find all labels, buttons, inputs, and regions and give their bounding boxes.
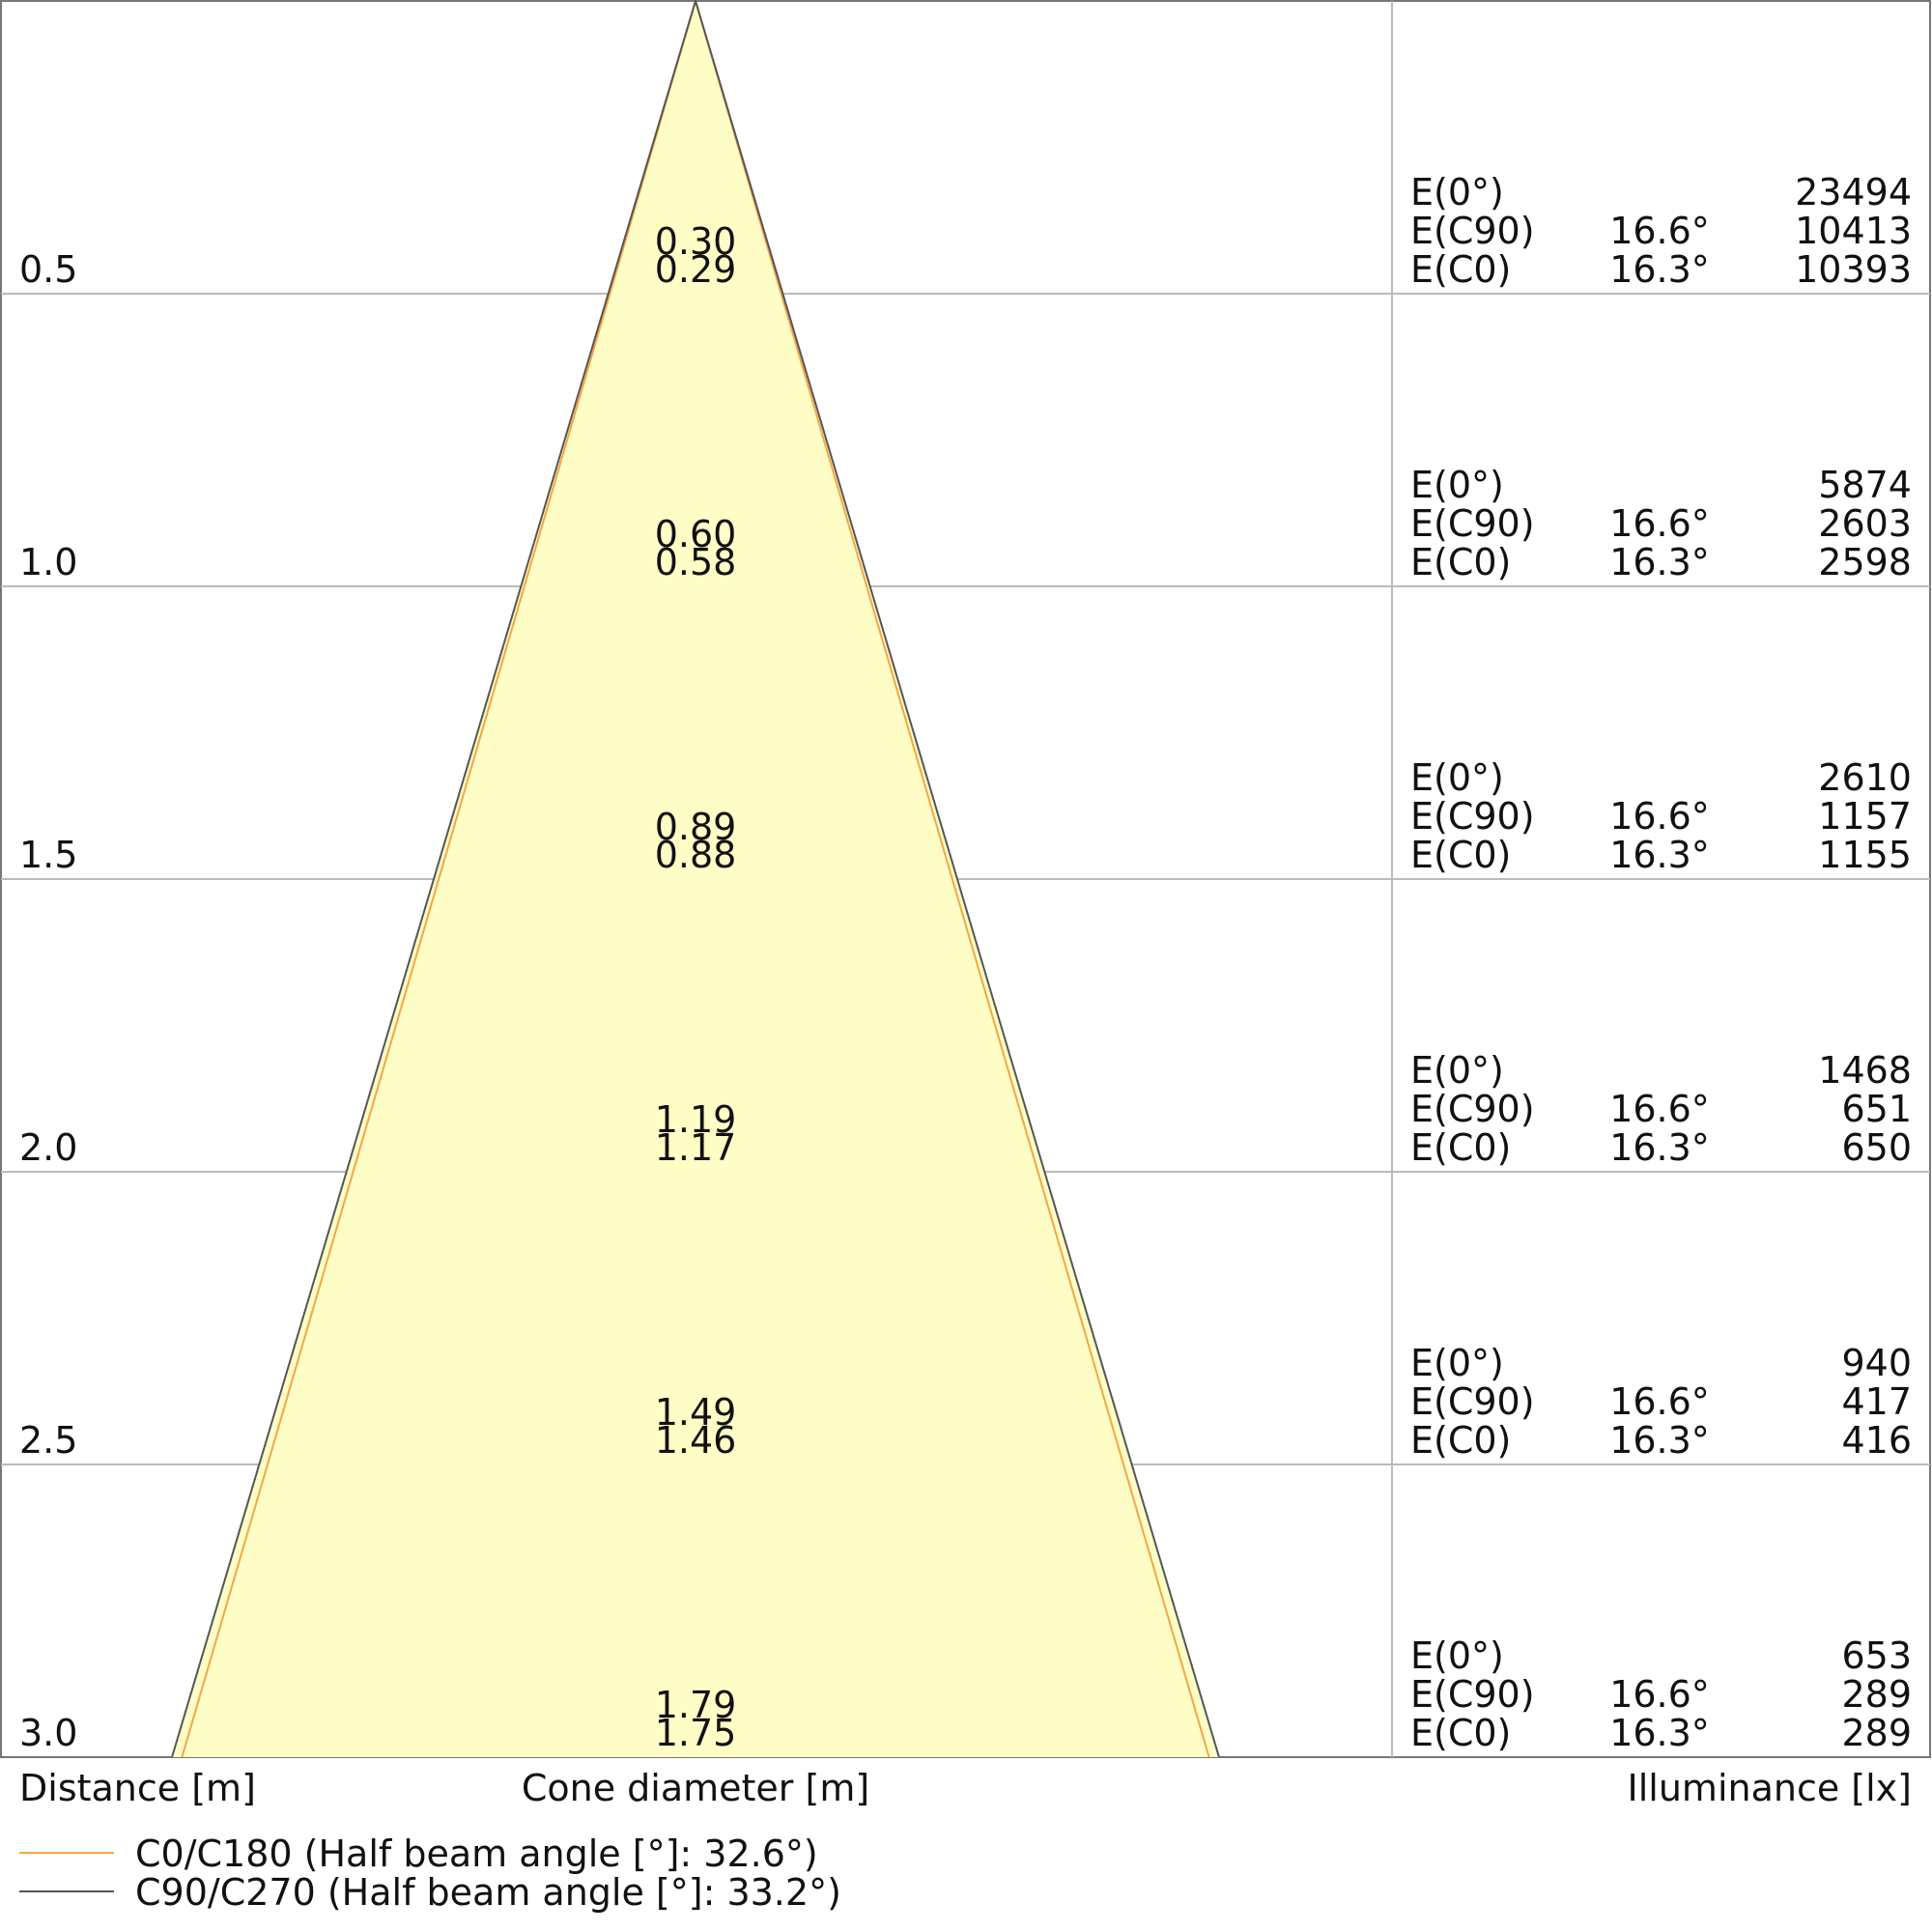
illuminance-value-ec90: 289	[1841, 1673, 1912, 1716]
illuminance-axis-label: Illuminance [lx]	[1628, 1767, 1912, 1809]
cone-diameter-c90: 1.19	[655, 1098, 737, 1141]
illuminance-label-e0: E(0°)	[1410, 1342, 1504, 1384]
illuminance-value-ec90: 417	[1841, 1380, 1912, 1423]
illuminance-value-e0: 1468	[1818, 1049, 1912, 1092]
illuminance-label-e0: E(0°)	[1410, 756, 1504, 799]
cone-diameter-c90: 1.79	[655, 1684, 737, 1726]
illuminance-value-ec0: 289	[1841, 1712, 1912, 1754]
illuminance-value-ec90: 10413	[1795, 210, 1912, 252]
angle-c0: 16.3°	[1609, 541, 1710, 583]
illuminance-label-e0: E(0°)	[1410, 1049, 1504, 1092]
illuminance-value-e0: 5874	[1818, 464, 1912, 506]
angle-c0: 16.3°	[1609, 1126, 1710, 1169]
illuminance-label-ec90: E(C90)	[1410, 210, 1535, 252]
angle-c90: 16.6°	[1609, 1088, 1710, 1130]
cone-diameter-c0: 0.58	[655, 541, 737, 583]
cone-diameter-c90: 0.60	[655, 513, 737, 555]
illuminance-label-ec90: E(C90)	[1410, 1380, 1535, 1423]
cone-diameter-c0: 1.75	[655, 1712, 737, 1754]
illuminance-label-ec0: E(C0)	[1410, 1419, 1511, 1462]
cone-diameter-c0: 1.17	[655, 1126, 737, 1169]
distance-row: 2.0 1.191.17 E(0°) 1468 E(C90) 16.6° 651 E(C0) 1…	[19, 1049, 1912, 1169]
illuminance-value-ec90: 651	[1841, 1088, 1912, 1130]
illuminance-value-e0: 940	[1841, 1342, 1912, 1384]
illuminance-value-e0: 23494	[1795, 171, 1912, 213]
distance-tick-label: 1.5	[19, 834, 77, 876]
distance-row: 0.5 0.300.29 E(0°) 23494 E(C90) 16.6° 10413 E(C…	[19, 171, 1912, 291]
cone-diameter-c0: 0.88	[655, 834, 737, 876]
cone-fill	[172, 1, 1219, 1757]
distance-tick-label: 2.0	[19, 1126, 77, 1169]
illuminance-label-ec0: E(C0)	[1410, 248, 1511, 291]
distance-tick-label: 1.0	[19, 541, 77, 583]
cone-diameter-c90: 0.30	[655, 220, 737, 263]
illuminance-label-ec0: E(C0)	[1410, 541, 1511, 583]
cone-diameter-c90: 1.49	[655, 1391, 737, 1434]
cone-diameter-axis-label: Cone diameter [m]	[522, 1767, 869, 1809]
distance-tick-label: 2.5	[19, 1419, 77, 1462]
illuminance-label-ec90: E(C90)	[1410, 502, 1535, 545]
distance-row: 1.5 0.890.88 E(0°) 2610 E(C90) 16.6° 1157 E(C0)…	[19, 756, 1912, 876]
illuminance-value-ec90: 1157	[1818, 795, 1912, 838]
illuminance-value-ec0: 650	[1841, 1126, 1912, 1169]
distance-row: 2.5 1.491.46 E(0°) 940 E(C90) 16.6° 417 E(C0) 16…	[19, 1342, 1912, 1462]
cone-diameter-c90: 0.89	[655, 806, 737, 848]
cone-diameter-c0: 0.29	[655, 248, 737, 291]
distance-tick-label: 0.5	[19, 248, 77, 291]
legend: C0/C180 (Half beam angle [°]: 32.6°) C90…	[19, 1833, 841, 1914]
illuminance-label-e0: E(0°)	[1410, 171, 1504, 213]
illuminance-label-ec90: E(C90)	[1410, 1673, 1535, 1716]
illuminance-label-ec0: E(C0)	[1410, 1126, 1511, 1169]
angle-c90: 16.6°	[1609, 1380, 1710, 1423]
distance-row: 1.0 0.600.58 E(0°) 5874 E(C90) 16.6° 2603 E(C0)…	[19, 464, 1912, 583]
angle-c90: 16.6°	[1609, 502, 1710, 545]
distance-axis-label: Distance [m]	[19, 1767, 256, 1809]
angle-c0: 16.3°	[1609, 1712, 1710, 1754]
illuminance-value-ec90: 2603	[1818, 502, 1912, 545]
illuminance-value-ec0: 10393	[1795, 248, 1912, 291]
illuminance-value-e0: 653	[1841, 1634, 1912, 1677]
angle-c0: 16.3°	[1609, 248, 1710, 291]
distance-row: 3.0 1.791.75 E(0°) 653 E(C90) 16.6° 289 E(C0) 16…	[19, 1634, 1912, 1754]
illuminance-label-e0: E(0°)	[1410, 1634, 1504, 1677]
illuminance-label-ec0: E(C0)	[1410, 1712, 1511, 1754]
distance-tick-label: 3.0	[19, 1712, 77, 1754]
angle-c0: 16.3°	[1609, 834, 1710, 876]
angle-c90: 16.6°	[1609, 1673, 1710, 1716]
illuminance-value-e0: 2610	[1818, 756, 1912, 799]
legend-label-c90: C90/C270 (Half beam angle [°]: 33.2°)	[135, 1871, 841, 1914]
illuminance-label-ec0: E(C0)	[1410, 834, 1511, 876]
distance-rows: 0.5 0.300.29 E(0°) 23494 E(C90) 16.6° 10413 E(C…	[19, 171, 1912, 1754]
angle-c0: 16.3°	[1609, 1419, 1710, 1462]
illuminance-label-ec90: E(C90)	[1410, 795, 1535, 838]
illuminance-label-e0: E(0°)	[1410, 464, 1504, 506]
angle-c90: 16.6°	[1609, 795, 1710, 838]
angle-c90: 16.6°	[1609, 210, 1710, 252]
illuminance-value-ec0: 416	[1841, 1419, 1912, 1462]
legend-label-c0: C0/C180 (Half beam angle [°]: 32.6°)	[135, 1833, 818, 1875]
illuminance-value-ec0: 1155	[1818, 834, 1912, 876]
illuminance-label-ec90: E(C90)	[1410, 1088, 1535, 1130]
cone-edge-series-1	[171, 0, 1220, 1758]
illuminance-value-ec0: 2598	[1818, 541, 1912, 583]
cone-diameter-c0: 1.46	[655, 1419, 737, 1462]
cone	[171, 0, 1220, 1758]
